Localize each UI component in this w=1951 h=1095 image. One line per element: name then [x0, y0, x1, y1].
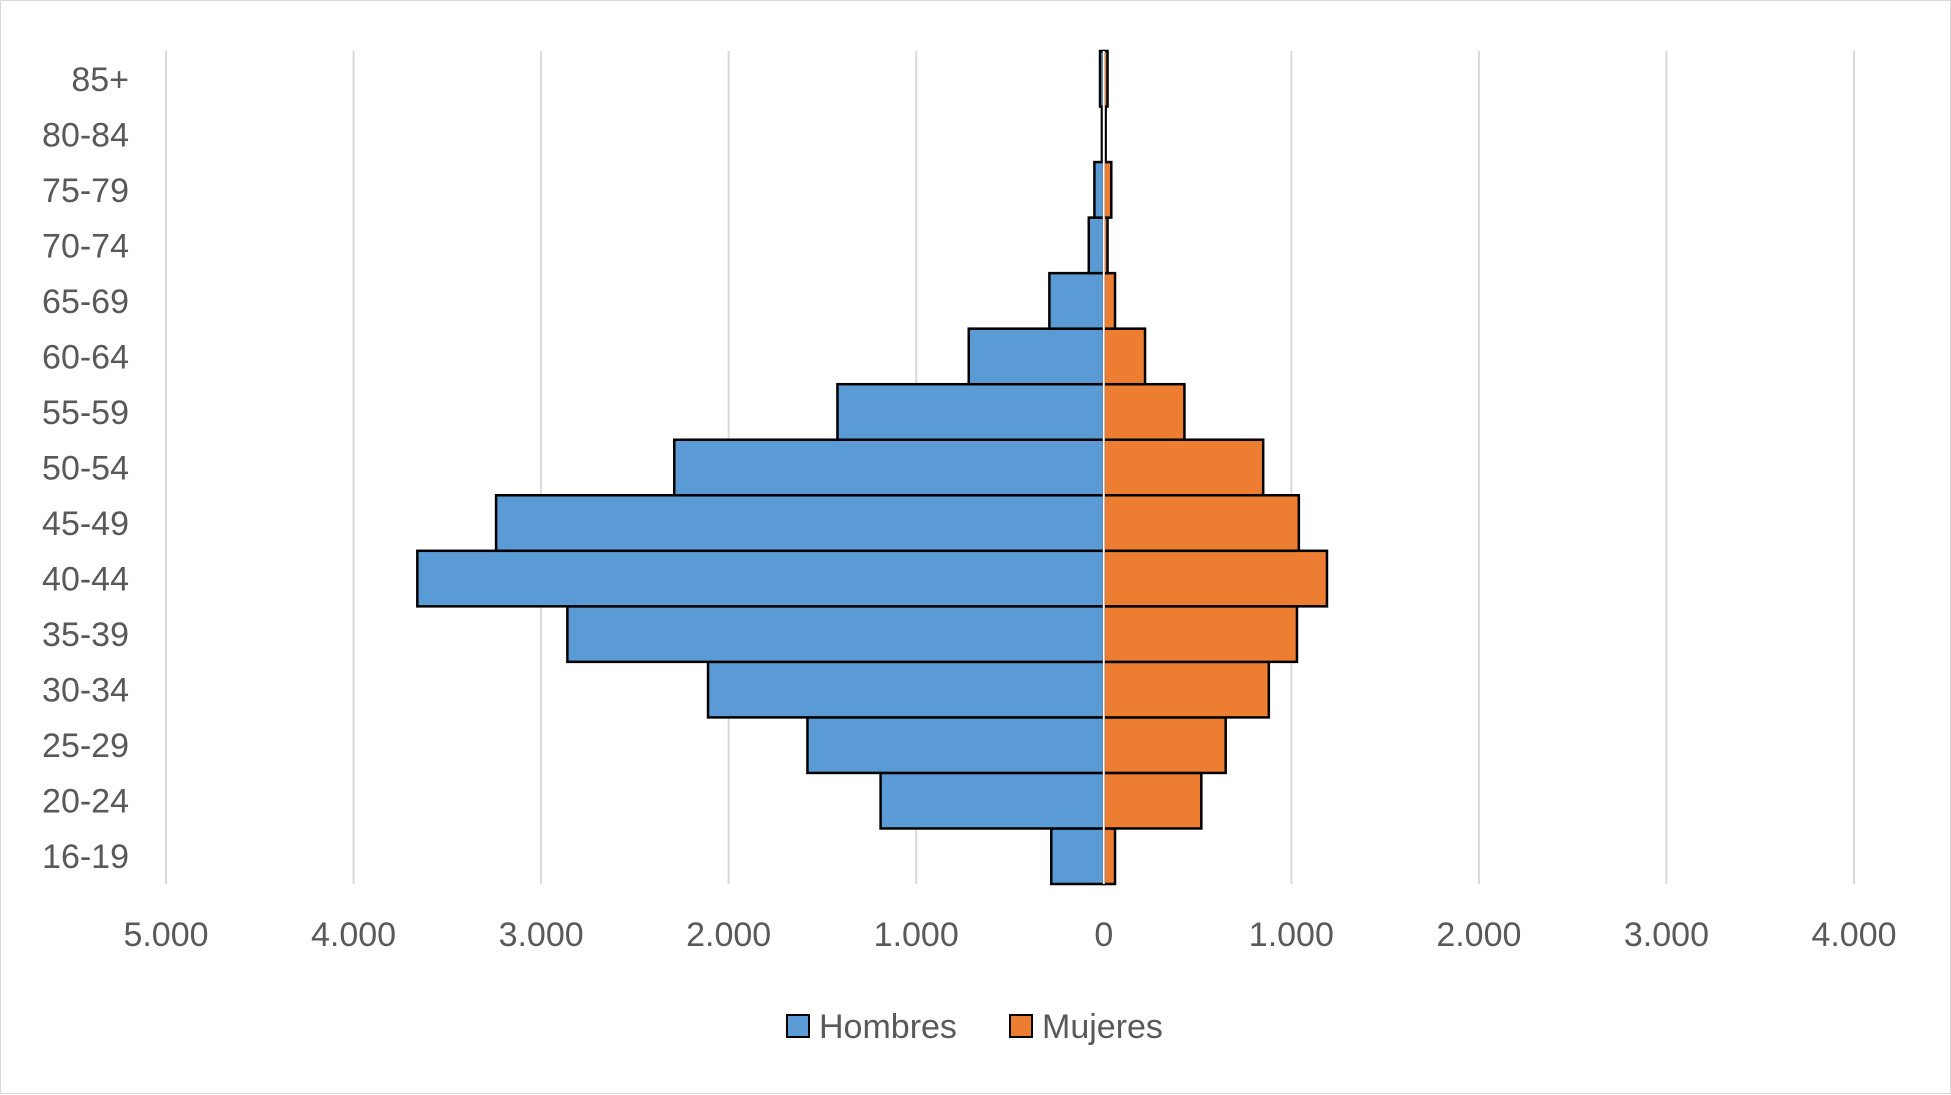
- x-tick-label: 4.000: [311, 916, 396, 954]
- legend-swatch-mujeres: [1009, 1014, 1033, 1038]
- bar-mujeres-35-39: [1102, 605, 1299, 664]
- legend-label-hombres: Hombres: [819, 1008, 957, 1046]
- x-tick-label: 1.000: [874, 916, 959, 954]
- y-axis-labels: 16-19 20-24 25-29 30-34 35-39 40-44 45-49 50-54…: [42, 61, 129, 876]
- bar-mujeres-30-34: [1102, 660, 1271, 719]
- bar-hombres-30-34: [706, 660, 1106, 719]
- x-tick-label: 4.000: [1811, 916, 1896, 954]
- bar-mujeres-50-54: [1102, 438, 1265, 497]
- bar-hombres-55-59: [836, 382, 1106, 441]
- y-category-label: 85+: [71, 61, 129, 99]
- legend-swatch-hombres: [786, 1014, 810, 1038]
- bar-hombres-35-39: [566, 605, 1106, 664]
- y-category-label: 60-64: [42, 338, 129, 376]
- x-tick-label: 1.000: [1249, 916, 1334, 954]
- x-tick-label: 3.000: [499, 916, 584, 954]
- legend: Hombres Mujeres: [786, 1008, 1163, 1046]
- bar-hombres-16-19: [1050, 827, 1106, 886]
- y-category-label: 16-19: [42, 838, 129, 876]
- y-category-label: 30-34: [42, 672, 129, 710]
- x-axis-labels: 5.000 4.000 3.000 2.000 1.000 0 1.000 2.000 3.00…: [123, 916, 1896, 954]
- bar-hombres-40-44: [416, 549, 1106, 608]
- y-category-label: 45-49: [42, 505, 129, 543]
- bar-mujeres-45-49: [1102, 494, 1301, 553]
- y-category-label: 70-74: [42, 227, 129, 265]
- y-category-label: 40-44: [42, 561, 129, 599]
- bar-hombres-75-79: [1093, 160, 1106, 219]
- bar-mujeres-65-69: [1102, 271, 1117, 330]
- x-tick-label: 2.000: [686, 916, 771, 954]
- y-category-label: 80-84: [42, 116, 129, 154]
- bar-hombres-65-69: [1048, 271, 1106, 330]
- bar-mujeres-75-79: [1102, 160, 1113, 219]
- x-tick-label: 2.000: [1436, 916, 1521, 954]
- y-category-label: 55-59: [42, 394, 129, 432]
- x-tick-label: 0: [1094, 916, 1113, 954]
- y-category-label: 35-39: [42, 616, 129, 654]
- bar-mujeres-60-64: [1102, 327, 1147, 386]
- x-tick-label: 3.000: [1624, 916, 1709, 954]
- y-category-label: 65-69: [42, 283, 129, 321]
- y-category-label: 25-29: [42, 727, 129, 765]
- bars: [416, 49, 1329, 886]
- bar-mujeres-20-24: [1102, 771, 1203, 830]
- x-tick-label: 5.000: [123, 916, 208, 954]
- bar-mujeres-25-29: [1102, 716, 1227, 775]
- bar-mujeres-16-19: [1102, 827, 1117, 886]
- bar-hombres-70-74: [1087, 216, 1106, 275]
- bar-hombres-20-24: [879, 771, 1106, 830]
- y-category-label: 50-54: [42, 450, 129, 488]
- bar-hombres-50-54: [673, 438, 1106, 497]
- bar-mujeres-40-44: [1102, 549, 1329, 608]
- bar-hombres-45-49: [494, 494, 1106, 553]
- legend-label-mujeres: Mujeres: [1042, 1008, 1163, 1046]
- bar-mujeres-55-59: [1102, 382, 1186, 441]
- y-category-label: 20-24: [42, 783, 129, 821]
- bar-hombres-60-64: [967, 327, 1106, 386]
- bar-hombres-25-29: [806, 716, 1106, 775]
- y-category-label: 75-79: [42, 172, 129, 210]
